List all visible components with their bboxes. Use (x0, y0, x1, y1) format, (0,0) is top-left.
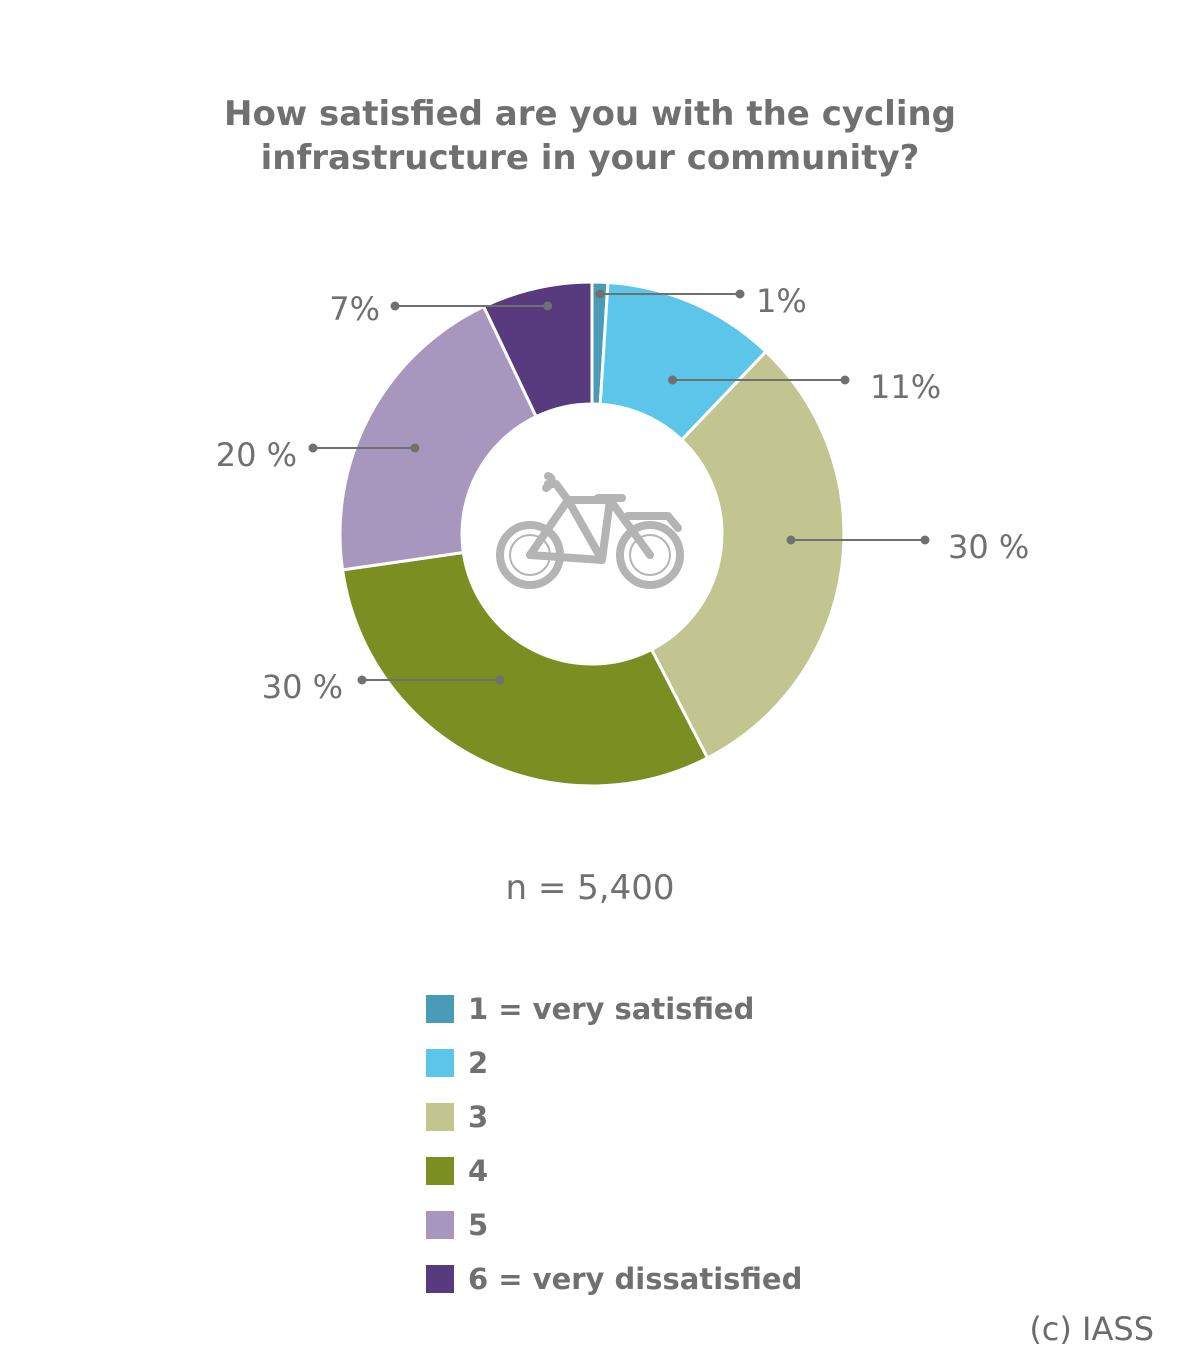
leader-dot-5-1 (410, 443, 420, 453)
leader-dot-2-2 (840, 375, 850, 385)
legend-label: 6 = very dissatisfied (468, 1262, 803, 1296)
legend-label: 2 (468, 1046, 489, 1080)
sample-size: n = 5,400 (505, 868, 675, 908)
leader-dot-1-2 (735, 289, 745, 299)
legend-label: 4 (468, 1154, 489, 1188)
legend-swatch (426, 1049, 454, 1077)
chart-title-line-2: infrastructure in your community? (260, 138, 920, 178)
legend-label: 3 (468, 1100, 489, 1134)
donut-slice-4 (340, 550, 710, 788)
legend-swatch (426, 1265, 454, 1293)
leader-dot-2-1 (668, 375, 678, 385)
legend: 1 = very satisfied 2 3 4 5 6 = very dissatisf… (426, 982, 802, 1306)
leader-dot-5-2 (308, 443, 318, 453)
chart-title: How satisfied are you with the cycling i… (0, 92, 1180, 180)
legend-swatch (426, 1211, 454, 1239)
leader-dot-3-1 (786, 535, 796, 545)
label-leaders: 1% 11% 30 % 30 % 20 % 7% (216, 282, 1030, 706)
legend-item-2: 2 (426, 1036, 802, 1090)
data-label-5: 20 % (216, 436, 297, 474)
copyright: (c) IASS (1029, 1310, 1154, 1348)
chart-title-line-1: How satisfied are you with the cycling (223, 94, 957, 134)
leader-dot-3-2 (920, 535, 930, 545)
leader-dot-4-1 (495, 675, 505, 685)
legend-label: 1 = very satisfied (468, 992, 755, 1026)
data-label-3: 30 % (948, 528, 1029, 566)
legend-swatch (426, 995, 454, 1023)
data-label-2: 11% (870, 368, 941, 406)
leader-dot-1-1 (595, 289, 605, 299)
donut-slice-5 (338, 304, 539, 572)
leader-dot-6-2 (390, 301, 400, 311)
bicycle-icon (496, 472, 684, 589)
legend-item-5: 5 (426, 1198, 802, 1252)
legend-item-1: 1 = very satisfied (426, 982, 802, 1036)
donut-chart: 1% 11% 30 % 30 % 20 % 7% (216, 280, 1030, 788)
leader-dot-6-1 (543, 301, 553, 311)
legend-swatch (426, 1157, 454, 1185)
legend-item-4: 4 (426, 1144, 802, 1198)
leader-dot-4-2 (357, 675, 367, 685)
legend-item-6: 6 = very dissatisfied (426, 1252, 802, 1306)
donut-slice-3 (649, 349, 846, 761)
data-label-4: 30 % (262, 668, 343, 706)
legend-label: 5 (468, 1208, 489, 1242)
donut-slices (338, 280, 846, 788)
data-label-1: 1% (756, 282, 807, 320)
legend-item-3: 3 (426, 1090, 802, 1144)
legend-swatch (426, 1103, 454, 1131)
data-label-6: 7% (329, 290, 380, 328)
donut-slice-6 (481, 280, 594, 419)
